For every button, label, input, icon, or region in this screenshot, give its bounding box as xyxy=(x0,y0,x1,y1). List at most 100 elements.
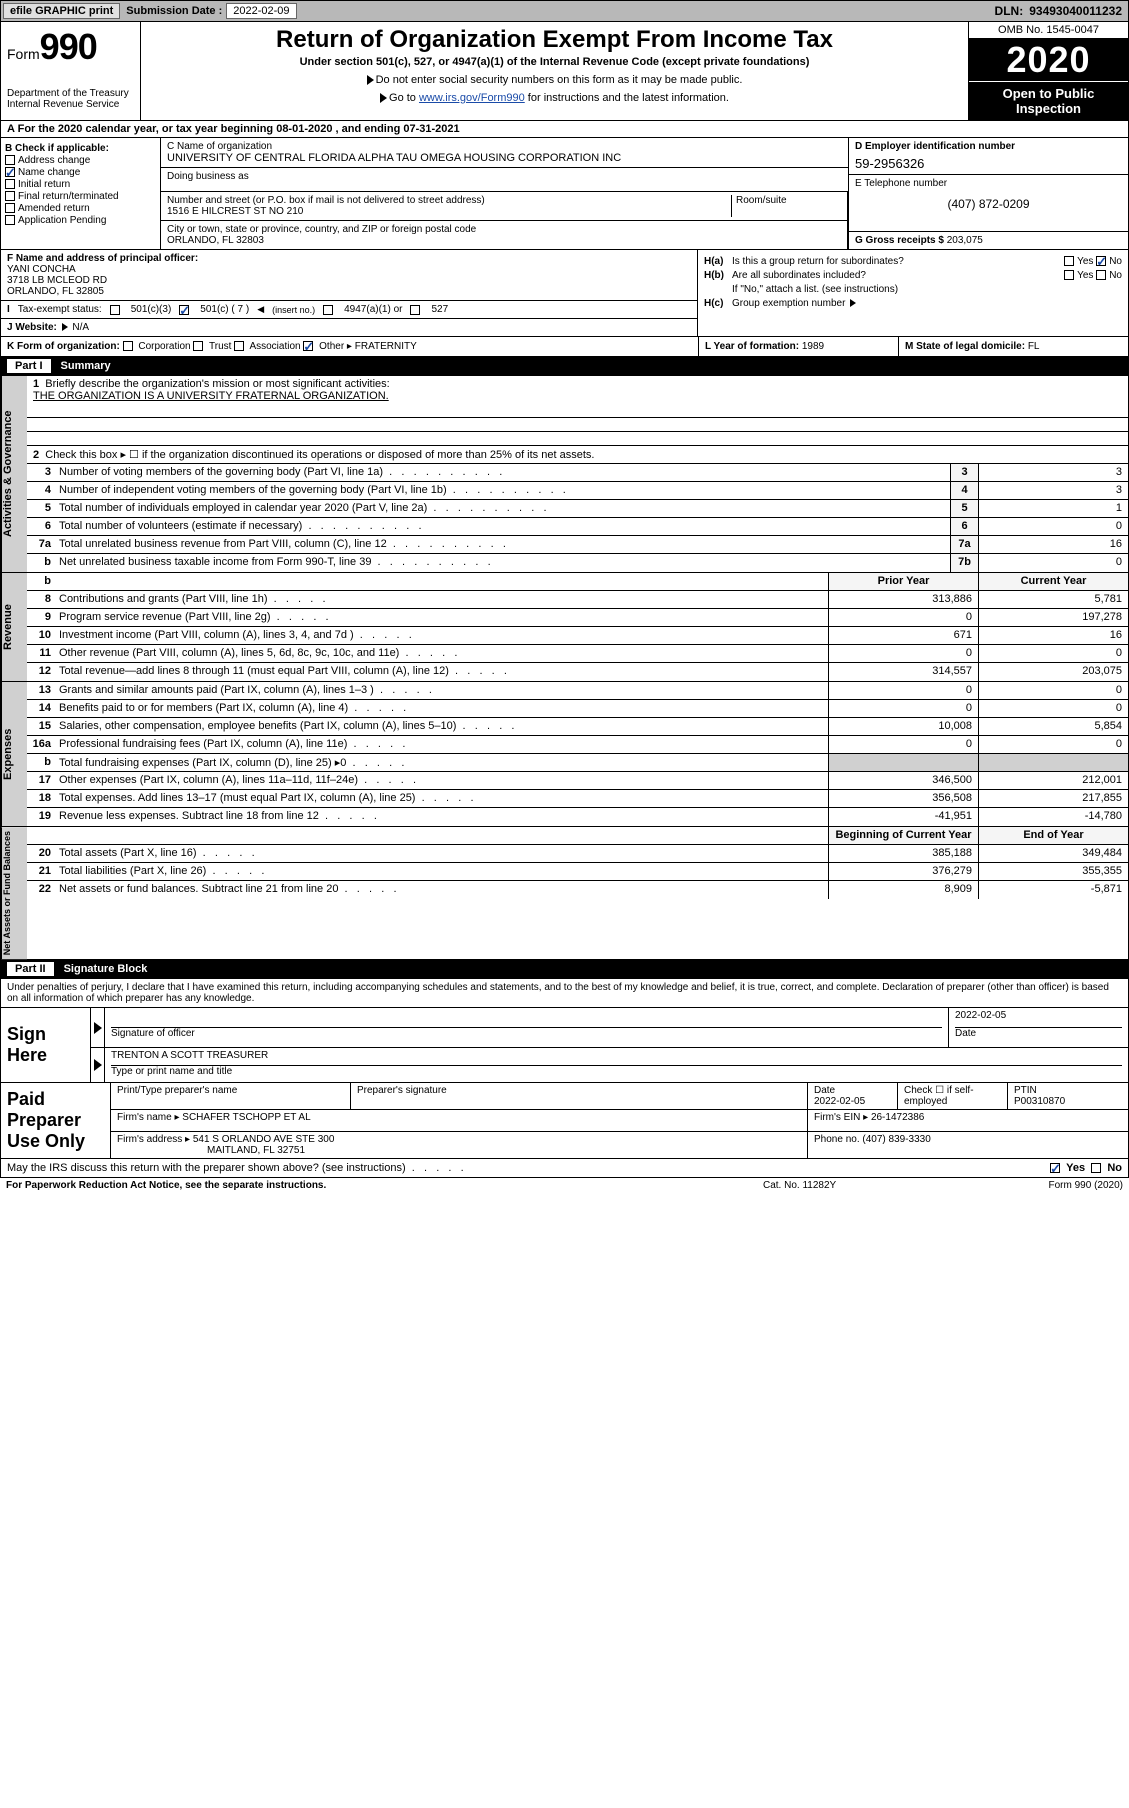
prep-c5: P00310870 xyxy=(1014,1096,1065,1107)
entity-info-block: B Check if applicable: Address change Na… xyxy=(0,138,1129,250)
line-desc: Total revenue—add lines 8 through 11 (mu… xyxy=(55,663,828,681)
top-toolbar: efile GRAPHIC print Submission Date : 20… xyxy=(0,0,1129,22)
chk-501c3[interactable] xyxy=(110,305,120,315)
section-netassets: Net Assets or Fund Balances Beginning of… xyxy=(0,827,1129,960)
subdate-value: 2022-02-09 xyxy=(226,3,296,19)
chk-initial[interactable] xyxy=(5,179,15,189)
table-row: 10Investment income (Part VIII, column (… xyxy=(27,627,1128,645)
chk-amended[interactable] xyxy=(5,203,15,213)
current-year-value: -14,780 xyxy=(978,808,1128,826)
tel-label: E Telephone number xyxy=(855,178,1122,189)
line-num: 16a xyxy=(27,736,55,753)
line-num: 18 xyxy=(27,790,55,807)
chk-trust[interactable] xyxy=(193,341,203,351)
lbl-pending: Application Pending xyxy=(18,215,106,226)
c-name-label: C Name of organization xyxy=(167,141,842,152)
chk-ha-yes[interactable] xyxy=(1064,256,1074,266)
m-label: M State of legal domicile: xyxy=(905,341,1025,352)
current-year-value: 0 xyxy=(978,682,1128,699)
line-num: 19 xyxy=(27,808,55,826)
chk-discuss-yes[interactable] xyxy=(1050,1163,1060,1173)
line-desc: Contributions and grants (Part VIII, lin… xyxy=(55,591,828,608)
k-label: K Form of organization: xyxy=(7,341,120,352)
chk-527[interactable] xyxy=(410,305,420,315)
part1-title: Summary xyxy=(61,360,111,372)
line-desc: Grants and similar amounts paid (Part IX… xyxy=(55,682,828,699)
chk-address[interactable] xyxy=(5,155,15,165)
side-revenue: Revenue xyxy=(1,573,27,681)
prep-c1: Print/Type preparer's name xyxy=(111,1083,351,1109)
sig-name-label: Type or print name and title xyxy=(111,1066,1122,1077)
sig-arrow-icon xyxy=(91,1048,105,1082)
inst-goto-pre: Go to xyxy=(389,92,419,104)
chk-pending[interactable] xyxy=(5,215,15,225)
form-org-block: K Form of organization: Corporation Trus… xyxy=(0,337,1129,357)
prior-year-value: 671 xyxy=(828,627,978,644)
city-value: ORLANDO, FL 32803 xyxy=(167,235,841,246)
line-num: 3 xyxy=(27,464,55,481)
h-ifno: If "No," attach a list. (see instruction… xyxy=(732,284,1122,295)
lbl-assoc: Association xyxy=(249,341,300,352)
table-row: 14Benefits paid to or for members (Part … xyxy=(27,700,1128,718)
hc-text: Group exemption number xyxy=(732,298,845,309)
org-name: UNIVERSITY OF CENTRAL FLORIDA ALPHA TAU … xyxy=(167,152,842,164)
street-value: 1516 E HILCREST ST NO 210 xyxy=(167,206,727,217)
chk-501c[interactable] xyxy=(179,305,189,315)
current-year-value: 203,075 xyxy=(978,663,1128,681)
gross-label: G Gross receipts $ xyxy=(855,235,944,246)
line-num: b xyxy=(27,554,55,572)
prior-year-value: 346,500 xyxy=(828,772,978,789)
chk-corp[interactable] xyxy=(123,341,133,351)
c-dba-label: Doing business as xyxy=(161,168,848,192)
hc-label: H(c) xyxy=(704,298,732,309)
line-num: 15 xyxy=(27,718,55,735)
dept-irs: Internal Revenue Service xyxy=(7,99,134,110)
col-current: Current Year xyxy=(978,573,1128,590)
chk-discuss-no[interactable] xyxy=(1091,1163,1101,1173)
line-desc: Total liabilities (Part X, line 26) xyxy=(55,863,828,880)
chk-assoc[interactable] xyxy=(234,341,244,351)
footer-mid: Cat. No. 11282Y xyxy=(763,1180,963,1191)
line-num: 9 xyxy=(27,609,55,626)
section-expenses: Expenses 13Grants and similar amounts pa… xyxy=(0,682,1129,827)
table-row: 7aTotal unrelated business revenue from … xyxy=(27,536,1128,554)
chk-other[interactable] xyxy=(303,341,313,351)
part2-title: Signature Block xyxy=(64,963,148,975)
chk-4947[interactable] xyxy=(323,305,333,315)
chk-hb-yes[interactable] xyxy=(1064,270,1074,280)
prep-c3-label: Date xyxy=(814,1085,835,1096)
ha-text: Is this a group return for subordinates? xyxy=(732,256,1064,267)
line-desc: Number of independent voting members of … xyxy=(55,482,950,499)
prior-year-value: 356,508 xyxy=(828,790,978,807)
line-num: 21 xyxy=(27,863,55,880)
line-value: 1 xyxy=(978,500,1128,517)
prep-c2: Preparer's signature xyxy=(351,1083,808,1109)
line-desc: Number of voting members of the governin… xyxy=(55,464,950,481)
col-d-ein: D Employer identification number 59-2956… xyxy=(848,138,1128,249)
lbl-trust: Trust xyxy=(209,341,231,352)
prior-year-value: 385,188 xyxy=(828,845,978,862)
chk-final[interactable] xyxy=(5,191,15,201)
table-row: 17Other expenses (Part IX, column (A), l… xyxy=(27,772,1128,790)
table-row: 11Other revenue (Part VIII, column (A), … xyxy=(27,645,1128,663)
triangle-icon xyxy=(367,75,374,85)
room-label: Room/suite xyxy=(731,195,841,217)
current-year-value: 16 xyxy=(978,627,1128,644)
lbl-yes: Yes xyxy=(1077,256,1093,267)
chk-ha-no[interactable] xyxy=(1096,256,1106,266)
irs-link[interactable]: www.irs.gov/Form990 xyxy=(419,92,525,104)
efile-button[interactable]: efile GRAPHIC print xyxy=(3,3,120,19)
current-year-value: 212,001 xyxy=(978,772,1128,789)
chk-hb-no[interactable] xyxy=(1096,270,1106,280)
line-desc: Revenue less expenses. Subtract line 18 … xyxy=(55,808,828,826)
prep-c4: Check ☐ if self-employed xyxy=(898,1083,1008,1109)
open-public-1: Open to Public xyxy=(1003,86,1095,101)
table-row: 20Total assets (Part X, line 16)385,1883… xyxy=(27,845,1128,863)
current-year-value: 0 xyxy=(978,700,1128,717)
col-b-checkboxes: B Check if applicable: Address change Na… xyxy=(1,138,161,249)
line-value: 0 xyxy=(978,554,1128,572)
firm-addr1: 541 S ORLANDO AVE STE 300 xyxy=(193,1134,335,1145)
chk-name[interactable] xyxy=(5,167,15,177)
paid-preparer-block: Paid Preparer Use Only Print/Type prepar… xyxy=(0,1083,1129,1159)
section-governance: Activities & Governance 1 Briefly descri… xyxy=(0,376,1129,573)
